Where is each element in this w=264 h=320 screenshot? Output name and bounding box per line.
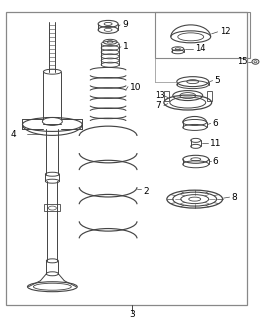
Bar — [155, 12, 251, 58]
Text: 15: 15 — [237, 57, 247, 66]
Text: 8: 8 — [232, 193, 237, 202]
Text: 13: 13 — [155, 91, 164, 100]
Text: 6: 6 — [213, 119, 218, 128]
Text: 4: 4 — [11, 130, 16, 139]
Text: 1: 1 — [123, 42, 129, 51]
Text: 7: 7 — [155, 101, 161, 110]
Text: 3: 3 — [129, 310, 135, 319]
Bar — [164, 91, 169, 100]
Text: 11: 11 — [210, 139, 221, 148]
Text: 10: 10 — [130, 83, 142, 92]
Text: 5: 5 — [215, 76, 220, 85]
Text: 12: 12 — [220, 27, 230, 36]
Text: 9: 9 — [122, 20, 128, 29]
Text: 14: 14 — [195, 44, 205, 53]
Bar — [207, 91, 212, 100]
Bar — [44, 204, 60, 211]
Text: 6: 6 — [213, 157, 218, 166]
Text: 2: 2 — [143, 187, 149, 196]
